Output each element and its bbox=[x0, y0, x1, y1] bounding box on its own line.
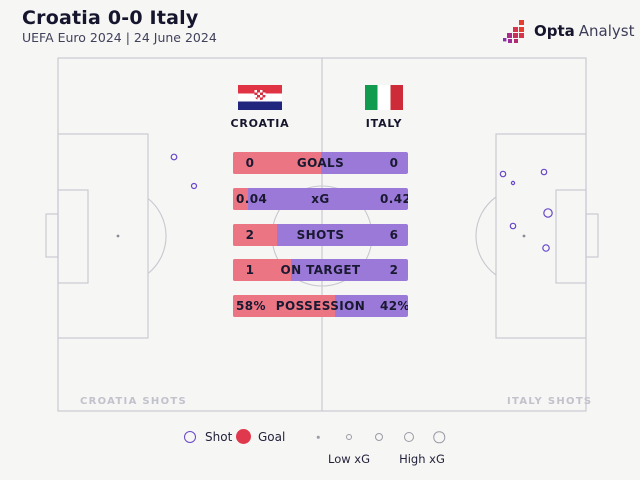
goal-legend-icon bbox=[236, 429, 251, 444]
stat-row-goals: 0 GOALS 0 bbox=[233, 152, 408, 174]
goal-legend-label: Goal bbox=[258, 430, 286, 444]
away-shots-area-label: ITALY SHOTS bbox=[507, 396, 593, 407]
stat-label: ON TARGET bbox=[280, 263, 361, 277]
right-penalty-spot bbox=[522, 234, 526, 238]
stat-row-possession: 58% POSSESSION 42% bbox=[233, 295, 408, 317]
home-bar-fill bbox=[233, 152, 321, 174]
home-bar-fill bbox=[233, 188, 249, 210]
away-value: 0.42 bbox=[380, 192, 408, 206]
xg-scale-dot-icon bbox=[316, 435, 320, 439]
xg-scale-circle-icon bbox=[346, 434, 352, 440]
stat-row-shots: 2 SHOTS 6 bbox=[233, 224, 408, 246]
shot-marker bbox=[543, 208, 553, 218]
left-goal bbox=[45, 213, 59, 258]
shot-marker bbox=[540, 168, 548, 176]
home-shots-area-label: CROATIA SHOTS bbox=[80, 396, 187, 407]
brand-name-regular: Analyst bbox=[578, 22, 635, 40]
away-value: 6 bbox=[389, 228, 399, 242]
home-bar-fill bbox=[233, 224, 277, 246]
right-penalty-arc bbox=[475, 196, 497, 276]
away-value: 2 bbox=[389, 263, 399, 277]
home-value: 2 bbox=[245, 228, 255, 242]
xg-scale-circle-icon bbox=[404, 432, 414, 442]
shot-marker bbox=[170, 153, 178, 161]
shot-legend-label: Shot bbox=[205, 430, 233, 444]
opta-analyst-logo: Opta Analyst bbox=[503, 19, 634, 43]
shot-marker bbox=[509, 222, 517, 230]
stat-label: POSSESSION bbox=[275, 299, 366, 313]
shot-marker bbox=[499, 170, 507, 178]
home-shot-markers bbox=[170, 153, 198, 190]
stat-label: xG bbox=[311, 192, 330, 206]
away-value: 42% bbox=[380, 299, 408, 313]
low-xg-label: Low xG bbox=[327, 452, 371, 466]
left-six-yard-box bbox=[57, 189, 89, 284]
right-penalty-area bbox=[495, 133, 587, 339]
croatia-checkerboard-shield bbox=[254, 90, 266, 100]
high-xg-label: High xG bbox=[399, 452, 445, 466]
opta-squares-icon bbox=[503, 20, 524, 43]
home-value: 0 bbox=[245, 156, 255, 170]
home-value: 0.04 bbox=[236, 192, 268, 206]
italy-flag bbox=[365, 85, 403, 110]
left-penalty-area bbox=[57, 133, 149, 339]
stat-label: SHOTS bbox=[296, 228, 345, 242]
right-six-yard-box bbox=[555, 189, 587, 284]
xg-scale-circle-icon bbox=[433, 431, 445, 443]
croatia-flag bbox=[238, 85, 282, 110]
stat-label: GOALS bbox=[296, 156, 345, 170]
shot-legend-icon bbox=[184, 431, 196, 443]
page-subtitle: UEFA Euro 2024 | 24 June 2024 bbox=[22, 30, 217, 45]
home-bar-fill bbox=[233, 295, 335, 317]
left-penalty-arc bbox=[147, 198, 167, 274]
right-goal bbox=[585, 213, 599, 258]
away-team-name: ITALY bbox=[365, 117, 403, 130]
home-bar-fill bbox=[233, 259, 292, 281]
page-title: Croatia 0-0 Italy bbox=[22, 7, 199, 29]
shot-marker bbox=[510, 180, 516, 186]
shot-marker bbox=[542, 244, 550, 252]
brand-name-bold: Opta bbox=[534, 22, 575, 40]
left-penalty-spot bbox=[116, 234, 120, 238]
shot-marker bbox=[190, 182, 198, 190]
away-shot-markers bbox=[499, 168, 553, 252]
home-value: 58% bbox=[236, 299, 266, 313]
xg-scale-circle-icon bbox=[375, 433, 383, 441]
home-team-name: CROATIA bbox=[230, 117, 290, 130]
home-value: 1 bbox=[245, 263, 255, 277]
stat-row-on-target: 1 ON TARGET 2 bbox=[233, 259, 408, 281]
stat-row-xg: 0.04 xG 0.42 bbox=[233, 188, 408, 210]
away-value: 0 bbox=[389, 156, 399, 170]
